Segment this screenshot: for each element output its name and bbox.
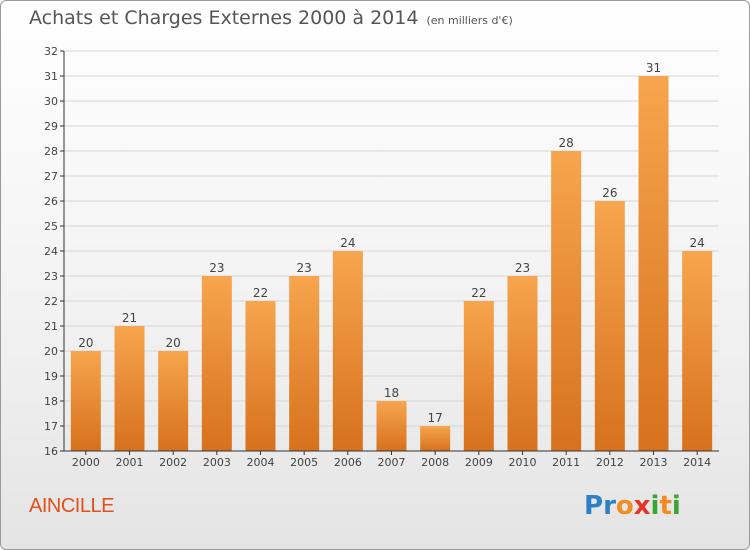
x-tick-label: 2008 (421, 456, 449, 469)
bar-value-label: 22 (253, 286, 268, 300)
y-tick-label: 19 (44, 370, 58, 383)
bar-value-label: 20 (166, 336, 181, 350)
x-tick-label: 2002 (159, 456, 187, 469)
y-tick-label: 23 (44, 270, 58, 283)
proxiti-logo: Proxiti (584, 491, 681, 521)
y-tick-label: 26 (44, 195, 58, 208)
x-tick-label: 2003 (203, 456, 231, 469)
bar-value-label: 24 (690, 236, 705, 250)
bar-value-label: 26 (602, 186, 617, 200)
bar-value-label: 24 (340, 236, 355, 250)
y-tick-label: 17 (44, 420, 58, 433)
bar (638, 76, 669, 451)
x-tick-label: 2000 (72, 456, 100, 469)
labels: 16 17 18 19 20 21 22 23 24 25 26 27 28 29 30 31 32 20 2000… (44, 45, 711, 469)
x-tick-label: 2005 (290, 456, 318, 469)
bar-value-label: 20 (78, 336, 93, 350)
x-tick-label: 2012 (596, 456, 624, 469)
chart-title-text: Achats et Charges Externes 2000 à 2014 (29, 7, 419, 29)
commune-name: AINCILLE (29, 495, 114, 517)
bar (420, 426, 451, 451)
bar (332, 251, 363, 451)
logo-letter: t (659, 491, 672, 521)
bar (594, 201, 625, 451)
y-tick-label: 32 (44, 45, 58, 58)
bar-value-label: 21 (122, 311, 137, 325)
logo-letter: x (633, 491, 651, 521)
bar-value-label: 17 (428, 411, 443, 425)
x-tick-label: 2004 (247, 456, 275, 469)
bar (114, 326, 145, 451)
y-tick-label: 27 (44, 170, 58, 183)
logo-letter: i (671, 491, 681, 521)
logo-letter: i (650, 491, 660, 521)
x-tick-label: 2014 (683, 456, 711, 469)
logo-letter: r (603, 491, 616, 521)
bar (201, 276, 232, 451)
x-tick-label: 2009 (465, 456, 493, 469)
x-tick-label: 2010 (509, 456, 537, 469)
bar-value-label: 23 (297, 261, 312, 275)
y-tick-label: 21 (44, 320, 58, 333)
y-tick-label: 24 (44, 245, 58, 258)
x-tick-label: 2006 (334, 456, 362, 469)
bar-value-label: 22 (471, 286, 486, 300)
y-tick-label: 30 (44, 95, 58, 108)
axes (60, 50, 719, 455)
bar-value-label: 23 (209, 261, 224, 275)
x-tick-label: 2001 (116, 456, 144, 469)
chart-subtitle: (en milliers d'€) (426, 14, 513, 27)
bar-value-label: 31 (646, 61, 661, 75)
x-tick-label: 2013 (640, 456, 668, 469)
y-tick-label: 25 (44, 220, 58, 233)
y-tick-label: 28 (44, 145, 58, 158)
chart-title: Achats et Charges Externes 2000 à 2014 (e… (29, 7, 513, 29)
y-tick-label: 18 (44, 395, 58, 408)
bar (682, 251, 713, 451)
bar (463, 301, 494, 451)
y-tick-label: 20 (44, 345, 58, 358)
bar-value-label: 28 (559, 136, 574, 150)
y-tick-label: 31 (44, 70, 58, 83)
y-tick-label: 16 (44, 445, 58, 458)
y-tick-label: 29 (44, 120, 58, 133)
bar (289, 276, 320, 451)
bars (70, 76, 713, 451)
bar-value-label: 18 (384, 386, 399, 400)
x-tick-label: 2007 (378, 456, 406, 469)
logo-letter: o (615, 491, 634, 521)
bar (376, 401, 407, 451)
bar-value-label: 23 (515, 261, 530, 275)
x-tick-label: 2011 (552, 456, 580, 469)
bar (158, 351, 189, 451)
bar (551, 151, 582, 451)
y-tick-label: 22 (44, 295, 58, 308)
bar (245, 301, 276, 451)
logo-letter: P (584, 491, 604, 521)
bar (507, 276, 538, 451)
bar (70, 351, 101, 451)
